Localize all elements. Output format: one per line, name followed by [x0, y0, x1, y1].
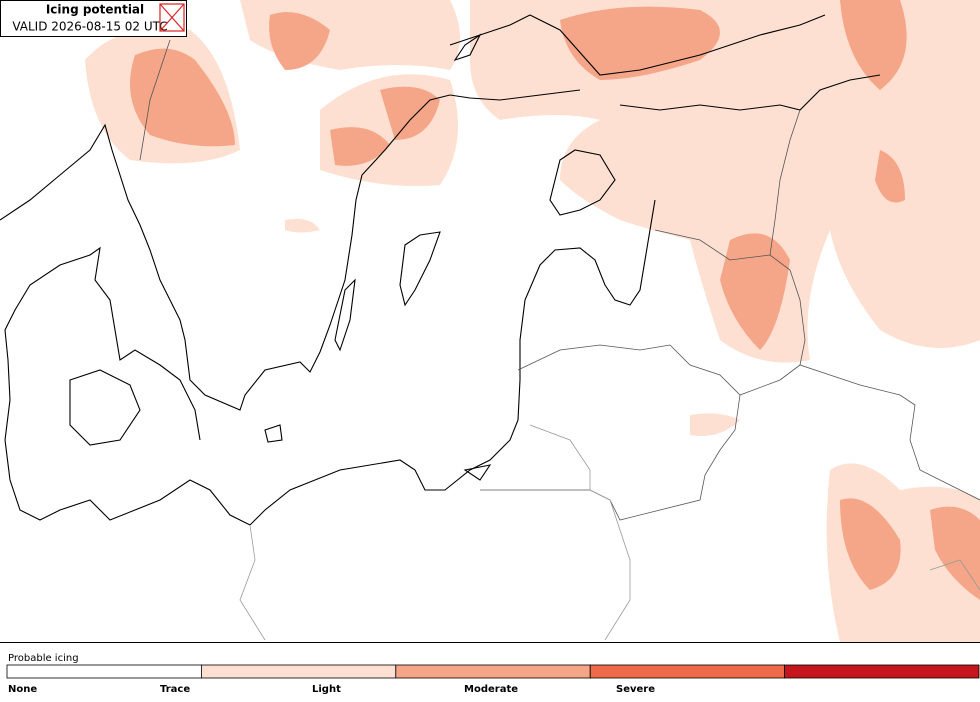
legend: Probable icing None Trace Light Moderate Sev…: [0, 642, 980, 698]
legend-swatch: [784, 664, 980, 679]
legend-swatch: [395, 664, 591, 679]
icing-area: [285, 218, 320, 233]
legend-label: Light: [312, 684, 341, 695]
map-title: Icing potential: [46, 3, 144, 17]
legend-label: Moderate: [464, 684, 518, 695]
icing-area: [269, 12, 330, 70]
legend-label: Trace: [160, 684, 190, 695]
icing-area: [720, 233, 790, 350]
icing-area: [875, 150, 905, 203]
legend-swatch: [589, 664, 786, 679]
icing-area: [470, 0, 980, 363]
icing-area: [690, 413, 740, 436]
icing-area: [380, 86, 440, 140]
icing-area: [930, 506, 980, 600]
valid-time: VALID 2026-08-15 02 UTC: [12, 20, 167, 34]
icing-layer: [85, 0, 980, 642]
borders: [139, 39, 980, 641]
coastlines: [0, 14, 881, 526]
legend-swatch: [200, 664, 397, 679]
icing-area: [130, 48, 235, 147]
legend-label: Severe: [616, 684, 655, 695]
legend-title: Probable icing: [8, 653, 79, 664]
legend-label: None: [8, 684, 37, 695]
title-frame: [0, 0, 187, 37]
icing-area: [840, 0, 907, 90]
legend-swatch: [6, 664, 202, 679]
close-icon[interactable]: [159, 3, 185, 32]
icing-area: [560, 6, 720, 81]
icing-area: [330, 127, 390, 166]
icing-area: [840, 498, 901, 590]
title-box: Icing potential VALID 2026-08-15 02 UTC: [0, 0, 187, 37]
